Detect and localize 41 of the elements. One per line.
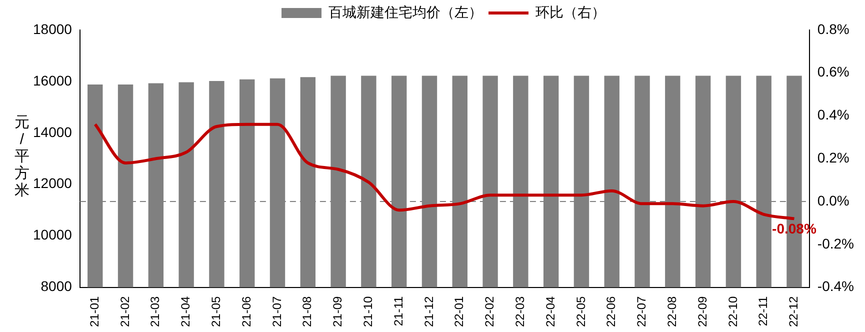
y2-tick-label: -0.4% [817, 278, 854, 294]
legend-label: 百城新建住宅均价（左） [328, 4, 482, 20]
x-tick-label: 22-04 [543, 296, 558, 328]
x-tick-label: 21-09 [330, 296, 345, 328]
x-tick-label: 21-01 [87, 296, 102, 328]
y2-tick-label: 0.8% [817, 20, 850, 37]
y2-tick-label: -0.2% [817, 235, 854, 252]
x-tick-label: 22-05 [574, 296, 588, 328]
x-tick-label: 21-03 [148, 296, 162, 328]
y-tick-label: 14000 [32, 124, 72, 140]
y-tick-label: 12000 [32, 175, 72, 192]
x-tick-label: 22-06 [604, 296, 618, 328]
y-tick-label: 16000 [32, 72, 72, 88]
y-tick-label: 10000 [32, 226, 72, 243]
x-tick-label: 22-12 [786, 296, 801, 328]
y-tick-label: 8000 [40, 278, 72, 294]
x-tick-label: 21-08 [300, 296, 314, 328]
x-tick-label: 22-02 [482, 296, 497, 328]
line-series [94, 122, 796, 220]
x-tick-label: 21-07 [270, 296, 284, 328]
y-tick-label: 18000 [32, 20, 72, 37]
x-tick-label: 22-11 [756, 296, 770, 326]
x-tick-label: 21-04 [178, 296, 193, 328]
x-tick-label: 21-12 [422, 296, 436, 328]
y2-tick-label: 0.0% [817, 192, 850, 208]
y2-tick-label: 0.2% [817, 150, 850, 166]
x-tick-label: 22-03 [512, 296, 527, 328]
y-axis-title: 元/平方米 [14, 114, 30, 199]
legend-label: 环比（右） [536, 4, 606, 20]
x-tick-label: 22-07 [634, 296, 649, 328]
x-tick-label: 22-10 [726, 296, 740, 328]
x-tick-label: 22-09 [695, 296, 710, 328]
x-tick-label: 21-10 [361, 296, 375, 328]
x-tick-label: 22-01 [452, 296, 466, 328]
x-tick-label: 21-02 [118, 296, 132, 328]
x-tick-label: 21-06 [239, 296, 254, 328]
y2-tick-label: 0.6% [817, 64, 850, 80]
y2-tick-label: 0.4% [817, 106, 850, 123]
x-tick-label: 22-08 [664, 296, 679, 328]
x-tick-label: 21-11 [391, 296, 406, 326]
x-tick-label: 21-05 [209, 296, 224, 328]
